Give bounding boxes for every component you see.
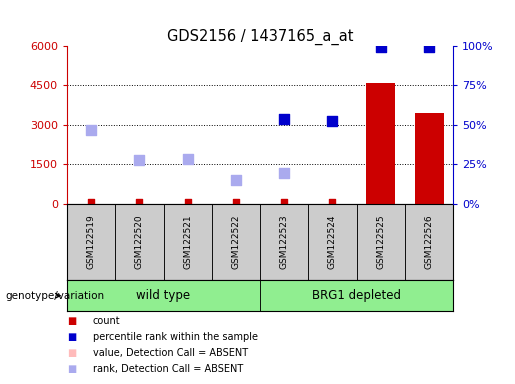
Bar — [366, 83, 396, 204]
Text: percentile rank within the sample: percentile rank within the sample — [93, 332, 258, 342]
Point — [376, 43, 385, 50]
Text: genotype/variation: genotype/variation — [5, 291, 104, 301]
Text: GSM122525: GSM122525 — [376, 215, 385, 269]
Point — [87, 126, 95, 132]
Text: ■: ■ — [67, 316, 77, 326]
Point — [280, 116, 288, 122]
Text: GSM122522: GSM122522 — [231, 215, 241, 269]
Bar — [163, 204, 212, 280]
Text: ■: ■ — [67, 364, 77, 374]
Bar — [260, 204, 308, 280]
Text: rank, Detection Call = ABSENT: rank, Detection Call = ABSENT — [93, 364, 243, 374]
Point — [280, 199, 288, 205]
Title: GDS2156 / 1437165_a_at: GDS2156 / 1437165_a_at — [167, 28, 353, 45]
Text: GSM122521: GSM122521 — [183, 215, 192, 269]
Bar — [260, 280, 453, 311]
Bar — [67, 280, 260, 311]
Text: GSM122524: GSM122524 — [328, 215, 337, 269]
Bar — [212, 204, 260, 280]
Point — [232, 177, 240, 183]
Point — [329, 199, 337, 205]
Text: GSM122523: GSM122523 — [280, 215, 289, 269]
Text: count: count — [93, 316, 121, 326]
Point — [183, 199, 192, 205]
Bar — [415, 113, 443, 204]
Point — [87, 199, 95, 205]
Text: BRG1 depleted: BRG1 depleted — [312, 289, 401, 302]
Point — [183, 156, 192, 162]
Point — [135, 199, 144, 205]
Point — [425, 199, 433, 205]
Text: wild type: wild type — [136, 289, 191, 302]
Bar — [115, 204, 163, 280]
Text: value, Detection Call = ABSENT: value, Detection Call = ABSENT — [93, 348, 248, 358]
Text: GSM122519: GSM122519 — [87, 215, 96, 269]
Point — [280, 170, 288, 176]
Point — [232, 199, 240, 205]
Point — [425, 43, 433, 50]
Text: GSM122526: GSM122526 — [424, 215, 434, 269]
Bar — [356, 204, 405, 280]
Bar — [67, 204, 115, 280]
Point — [329, 118, 337, 124]
Text: ■: ■ — [67, 332, 77, 342]
Bar — [308, 204, 356, 280]
Text: ■: ■ — [67, 348, 77, 358]
Text: GSM122520: GSM122520 — [135, 215, 144, 269]
Bar — [405, 204, 453, 280]
Point — [376, 199, 385, 205]
Point — [135, 157, 144, 163]
